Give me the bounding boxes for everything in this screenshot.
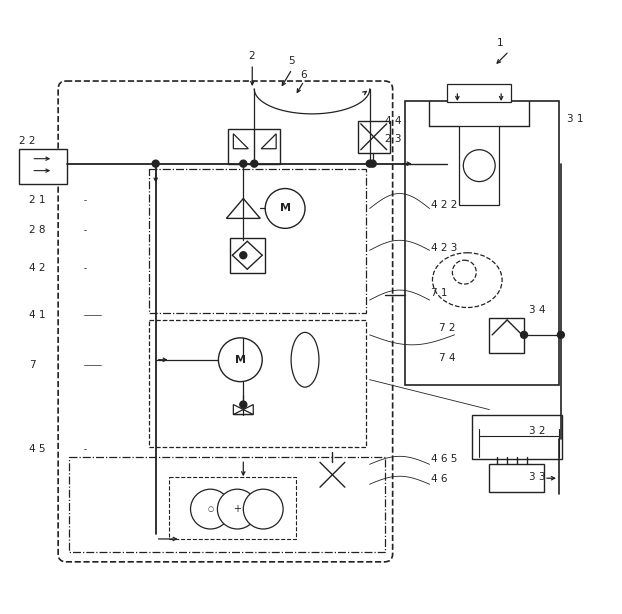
Text: 2 1: 2 1 [29,195,46,206]
Text: 1: 1 [497,38,504,48]
Bar [230,238,265,273]
Text: 4 2 2: 4 2 2 [432,200,458,211]
Circle shape [240,401,247,408]
Text: 4 2 3: 4 2 3 [432,243,458,253]
Text: 2 8: 2 8 [29,225,46,235]
Bar [489,318,524,353]
Bar [459,126,499,206]
Text: +: + [233,504,241,514]
Text: 3 3: 3 3 [529,472,545,482]
Circle shape [265,188,305,228]
Bar [472,414,562,459]
Circle shape [366,160,373,167]
Bar [19,149,67,184]
Circle shape [369,160,376,167]
Circle shape [152,160,159,167]
Circle shape [243,489,283,529]
Text: 7 2: 7 2 [439,323,456,333]
Text: 4 2: 4 2 [29,263,46,273]
Text: M: M [235,355,246,365]
Text: 2 2: 2 2 [19,136,36,146]
FancyBboxPatch shape [149,320,366,448]
Text: ○: ○ [207,506,213,512]
FancyBboxPatch shape [58,81,392,562]
Text: 3 4: 3 4 [529,305,545,315]
Bar [404,101,559,384]
Circle shape [251,160,258,167]
Text: 2: 2 [248,51,255,61]
Text: 7: 7 [29,360,36,370]
Text: 4 1: 4 1 [29,310,46,320]
FancyBboxPatch shape [69,457,384,552]
Circle shape [452,260,476,284]
Circle shape [240,252,247,258]
Text: 4 6 5: 4 6 5 [432,454,458,464]
Circle shape [521,332,527,338]
Circle shape [240,160,247,167]
Bar [489,464,544,492]
FancyBboxPatch shape [169,477,296,539]
FancyBboxPatch shape [149,169,366,313]
Text: 5: 5 [288,56,295,66]
Bar [358,121,389,153]
Text: 7 4: 7 4 [439,353,456,363]
Text: 4 6: 4 6 [432,474,448,484]
Circle shape [190,489,230,529]
Circle shape [218,338,262,382]
Text: 3 2: 3 2 [529,427,545,437]
Circle shape [557,332,564,338]
Text: 4 4: 4 4 [384,116,401,126]
Circle shape [463,150,495,182]
Text: 3 1: 3 1 [567,114,583,124]
Bar [228,129,280,164]
Circle shape [218,489,258,529]
Text: 7 1: 7 1 [432,288,448,298]
Text: 4 5: 4 5 [29,445,46,454]
Text: M: M [280,203,290,214]
Text: 2 3: 2 3 [384,134,401,144]
Text: 6: 6 [300,70,307,80]
Bar [447,84,511,102]
